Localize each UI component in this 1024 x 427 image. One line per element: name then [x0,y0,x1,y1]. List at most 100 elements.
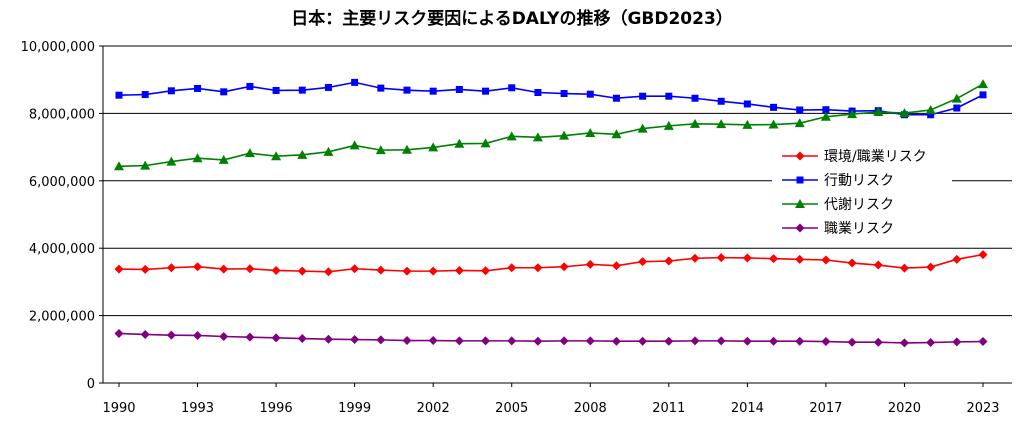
legend-label: 環境/職業リスク [824,149,927,165]
data-point [716,336,726,346]
data-point [716,119,727,129]
data-point [454,336,464,346]
data-point [507,336,517,346]
data-point [820,111,831,121]
data-point [978,337,988,347]
data-point [611,261,621,271]
data-point [822,106,830,114]
data-point [402,144,412,154]
data-point [454,138,465,148]
data-point [899,108,910,118]
data-point [638,257,648,267]
data-point [612,94,620,102]
data-point [271,265,281,275]
data-point [952,254,962,264]
data-point [953,104,961,112]
data-point [769,254,779,264]
axes: 0 2,000,000 4,000,000 6,000,000 8,000,000 10,… [21,40,1012,416]
data-point [899,338,909,348]
series-line [118,253,984,273]
data-point [952,337,962,347]
data-point [480,138,491,148]
data-point [532,132,543,142]
data-point [428,142,439,152]
data-point [663,120,674,130]
data-point [324,83,332,91]
data-point [192,153,203,163]
data-point [559,130,570,140]
x-tick-label: 2002 [417,401,450,416]
data-point [271,333,281,343]
data-point [690,336,700,346]
data-point [428,336,438,346]
x-tick-label: 2017 [809,401,842,416]
data-point [377,84,385,92]
data-point [770,103,778,111]
data-point [349,140,360,150]
data-point [271,151,282,161]
data-point [220,88,228,96]
data-point [323,334,333,344]
data-point [742,336,752,346]
data-point [585,336,595,346]
data-point [323,146,334,156]
data-point [664,256,674,266]
data-point [951,93,962,103]
legend-label: 職業リスク [824,221,894,237]
data-point [193,262,203,272]
data-point [742,119,753,129]
y-tick-label: 4,000,000 [29,242,95,257]
data-point [926,338,936,348]
chart-title: 日本：主要リスク要因によるDALYの推移（GBD2023） [291,8,733,29]
data-point [847,109,858,119]
data-point [979,91,987,99]
data-point [796,106,804,114]
data-point [114,264,124,274]
data-point [402,336,412,346]
data-point [376,335,386,345]
legend-label: 行動リスク [824,173,894,189]
data-point [925,105,936,115]
data-point [114,161,124,171]
data-point [691,94,699,102]
data-point [298,86,306,94]
data-point [141,91,149,99]
data-point [114,328,124,338]
y-tick-label: 8,000,000 [29,107,95,122]
data-point [611,129,622,139]
data-point [219,331,229,341]
x-tick-label: 2005 [495,401,528,416]
data-point [508,84,516,92]
x-tick-label: 1990 [102,401,135,416]
x-tick-label: 2020 [888,401,921,416]
series-group [114,78,988,348]
data-point [323,267,333,277]
data-point [873,337,883,347]
data-point [246,82,254,90]
data-point [795,254,805,264]
legend-marker [795,223,805,233]
x-tick-label: 2008 [574,401,607,416]
data-point [140,160,151,170]
series-3 [114,328,988,348]
data-point [219,264,229,274]
y-tick-label: 2,000,000 [29,310,95,325]
series-0 [114,250,988,277]
data-point [664,336,674,346]
data-point [507,263,517,273]
data-point [167,87,175,95]
data-point [926,262,936,272]
data-point [140,329,150,339]
data-point [534,89,542,97]
data-point [350,335,360,345]
series-1 [115,78,987,119]
x-tick-label: 1999 [338,401,371,416]
data-point [166,330,176,340]
data-point [506,131,517,141]
series-line [118,332,984,344]
data-point [244,148,255,158]
data-point [166,263,176,273]
data-point [795,336,805,346]
data-point [768,119,779,129]
